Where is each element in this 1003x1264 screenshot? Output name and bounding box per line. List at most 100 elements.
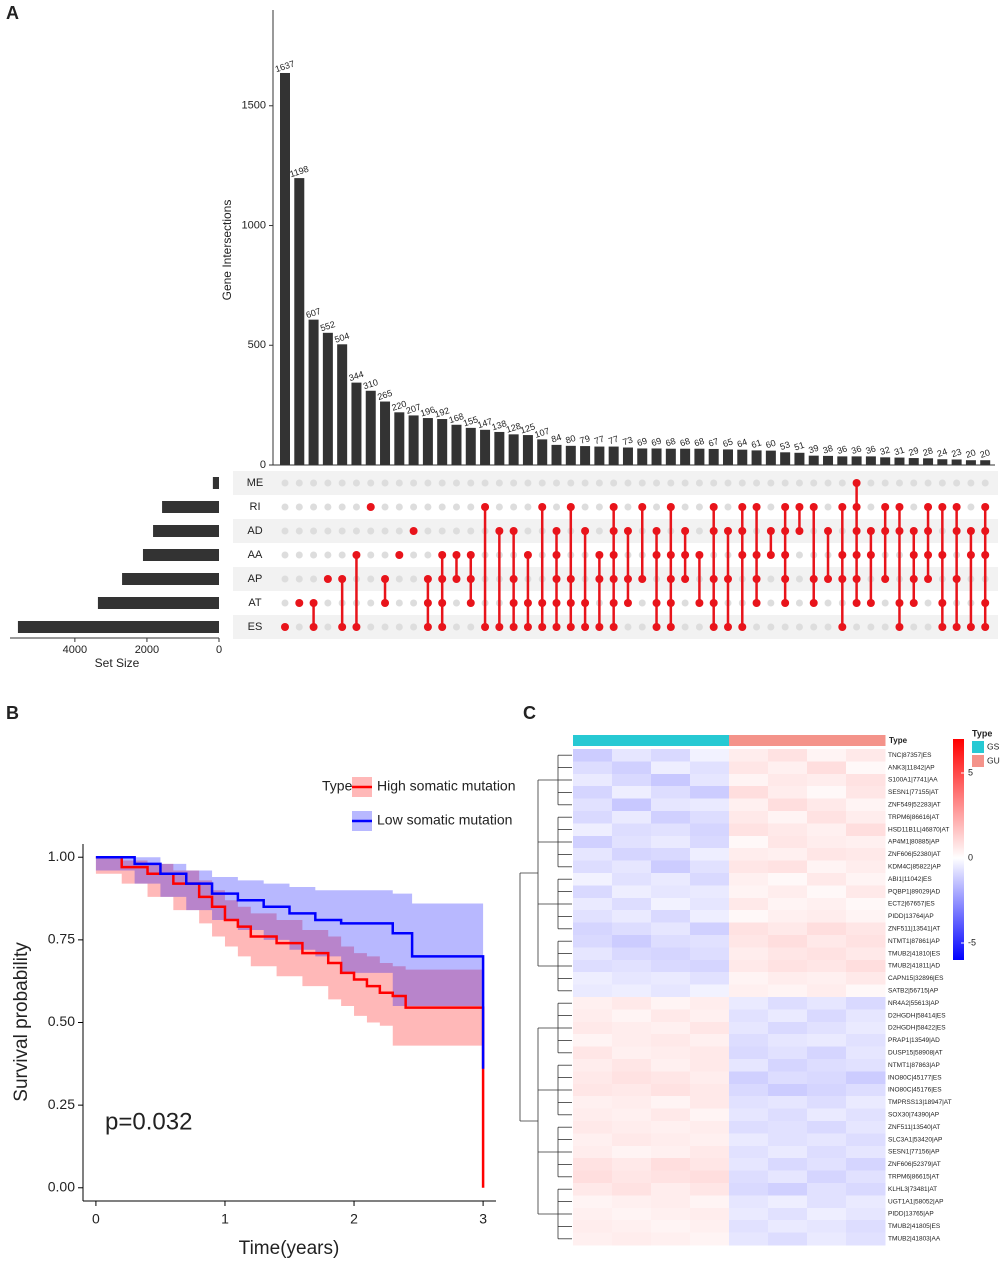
heatmap-cell (768, 1170, 808, 1184)
heatmap-cell (612, 848, 652, 862)
bar (551, 444, 562, 465)
matrix-dot (924, 503, 933, 511)
matrix-dot-empty (510, 479, 518, 487)
heatmap-cell (729, 1083, 769, 1097)
heatmap-cell (651, 873, 691, 886)
heatmap-cell (768, 823, 808, 837)
heatmap-cell (807, 972, 847, 986)
heatmap-cell (612, 1021, 652, 1035)
colorbar-tick-label: 0 (968, 852, 973, 862)
matrix-dot-empty (695, 623, 703, 631)
bar (294, 178, 305, 465)
heatmap-cell (612, 823, 652, 837)
heatmap-cell (768, 959, 808, 973)
matrix-dot (709, 623, 718, 631)
matrix-dot-empty (324, 599, 332, 607)
set-size-bar (162, 501, 219, 513)
matrix-dot-empty (638, 599, 646, 607)
heatmap-cell (846, 1021, 886, 1035)
matrix-dot (966, 623, 975, 631)
bar (280, 72, 290, 466)
heatmap-cell (573, 1059, 613, 1072)
bar-label: 207 (405, 402, 422, 416)
bar-label: 28 (922, 445, 935, 458)
matrix-dot (924, 527, 933, 535)
heatmap-cell (612, 922, 652, 936)
heatmap-cell (729, 1108, 769, 1122)
matrix-dot-empty (595, 527, 603, 535)
matrix-dot (438, 623, 447, 631)
matrix-dot-empty (367, 527, 375, 535)
heatmap-cell (651, 786, 691, 800)
matrix-dot (824, 575, 833, 583)
heatmap-cell (768, 773, 808, 787)
bar-label: 220 (390, 399, 407, 413)
heatmap-cell (729, 848, 769, 862)
heatmap-cell (573, 823, 613, 837)
matrix-dot-empty (367, 551, 375, 559)
heatmap-cell (690, 910, 730, 924)
matrix-dot-empty (624, 503, 632, 511)
heatmap-cell (651, 1046, 691, 1060)
bar (594, 446, 605, 465)
row-label: PIDD|13765|AP (888, 1211, 934, 1218)
bar (722, 449, 733, 465)
annotation-cell (768, 735, 808, 746)
bar-label: 39 (807, 443, 820, 456)
heatmap-cell (690, 860, 730, 874)
matrix-dot-empty (781, 479, 789, 487)
x-tick-label: 2 (350, 1211, 358, 1227)
bar (937, 459, 948, 465)
matrix-dot-empty (953, 479, 961, 487)
matrix-dot (295, 599, 304, 607)
x-axis-title: Time(years) (239, 1238, 340, 1259)
matrix-dot-empty (395, 503, 403, 511)
heatmap-cell (612, 1158, 652, 1172)
heatmap-cell (690, 1046, 730, 1060)
heatmap-cell (612, 947, 652, 961)
heatmap-cell (651, 959, 691, 973)
bar (394, 412, 405, 465)
heatmap-cell (651, 773, 691, 787)
matrix-dot (466, 551, 475, 559)
annotation-legend-key (972, 755, 984, 767)
matrix-dot-empty (467, 503, 475, 511)
matrix-dot (866, 551, 875, 559)
matrix-dot (981, 527, 990, 535)
matrix-dot (952, 575, 961, 583)
heatmap-cell (651, 1183, 691, 1196)
bar (794, 452, 805, 465)
heatmap-cell (573, 860, 613, 874)
legend-title: Type (322, 778, 353, 794)
heatmap-cell (573, 910, 613, 924)
matrix-dot-empty (452, 599, 460, 607)
heatmap-cell (651, 885, 691, 899)
heatmap-cell (573, 959, 613, 973)
matrix-dot-empty (438, 479, 446, 487)
heatmap-cell (612, 1145, 652, 1159)
set-label: AT (248, 597, 262, 609)
matrix-dot-empty (695, 527, 703, 535)
matrix-dot (481, 623, 490, 631)
y-axis-title: Survival probability (11, 942, 32, 1102)
matrix-dot (452, 551, 461, 559)
bar-label: 67 (707, 436, 720, 449)
matrix-dot (523, 599, 532, 607)
annotation-legend-title: Type (972, 728, 992, 738)
heatmap-cell (690, 1158, 730, 1172)
row-label: ZNF606|52379|AT (888, 1161, 941, 1168)
y-tick-label: 500 (248, 339, 266, 351)
heatmap-cell (729, 972, 769, 986)
matrix-dot-empty (395, 623, 403, 631)
heatmap-cell (651, 947, 691, 961)
matrix-dot-empty (724, 503, 732, 511)
row-label: TMUB2|41803|AA (888, 1236, 941, 1243)
heatmap-cell (846, 1096, 886, 1110)
matrix-dot (538, 503, 547, 511)
matrix-dot-empty (295, 623, 303, 631)
bar-label: 310 (362, 377, 379, 391)
set-label: RI (250, 501, 261, 513)
matrix-dot-empty (295, 527, 303, 535)
heatmap-cell (729, 786, 769, 800)
matrix-dot-empty (395, 479, 403, 487)
